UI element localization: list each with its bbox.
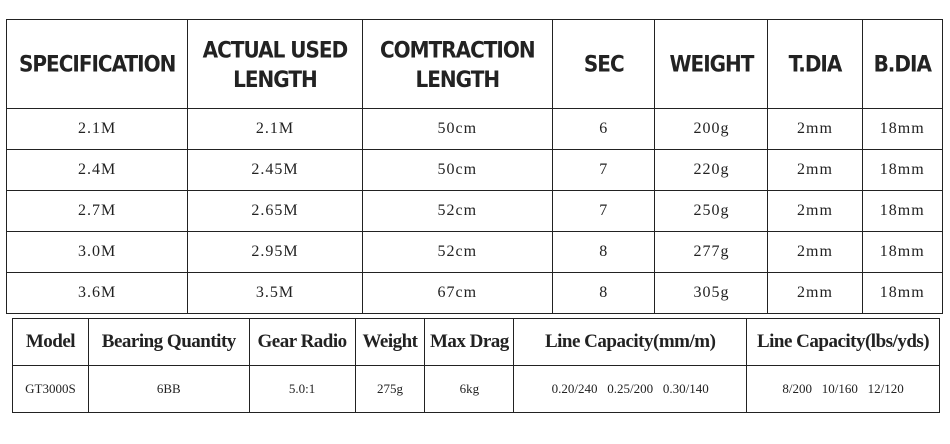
cell: 8	[552, 272, 656, 314]
header-cell: COMTRACTION LENGTH	[361, 14, 554, 114]
cell: 50cm	[361, 108, 554, 150]
cell: 2.4M	[5, 149, 189, 191]
cell: 18mm	[861, 272, 943, 314]
cell: 277g	[654, 231, 769, 273]
cell: 6	[552, 108, 656, 150]
cell: 67cm	[361, 272, 554, 314]
header-cell: Line Capacity(mm/m)	[513, 318, 748, 366]
cell: 275g	[354, 365, 426, 413]
cell: 2.1M	[187, 108, 363, 150]
header-cell: Gear Radio	[248, 318, 356, 366]
header-cell: Model	[12, 318, 89, 366]
cell: 2mm	[767, 272, 863, 314]
spec-table: SPECIFICATION ACTUAL USED LENGTH COMTRACTI…	[5, 14, 943, 314]
row: GT3000S 6BB 5.0:1 275g 6kg 0.20/240 0.25/200 …	[12, 365, 940, 413]
cell: 18mm	[861, 231, 943, 273]
cell: GT3000S	[12, 365, 89, 413]
cell: 3.6M	[5, 272, 189, 314]
row: 3.0M 2.95M 52cm 8 277g 2mm 18mm	[5, 231, 943, 273]
cell: 7	[552, 149, 656, 191]
header-cell: SPECIFICATION	[5, 14, 189, 114]
cell: 2.45M	[187, 149, 363, 191]
cell: 18mm	[861, 149, 943, 191]
cell: 18mm	[861, 190, 943, 232]
header-cell: Max Drag	[424, 318, 515, 366]
row: 3.6M 3.5M 67cm 8 305g 2mm 18mm	[5, 272, 943, 314]
cell: 220g	[654, 149, 769, 191]
header-cell: T.DIA	[767, 14, 863, 114]
cell: 8/200 10/160 12/120	[746, 365, 940, 413]
cell: 200g	[654, 108, 769, 150]
cell: 2.1M	[5, 108, 189, 150]
row: 2.4M 2.45M 50cm 7 220g 2mm 18mm	[5, 149, 943, 191]
cell: 5.0:1	[248, 365, 356, 413]
cell: 2.7M	[5, 190, 189, 232]
cell: 6BB	[87, 365, 250, 413]
cell: 2mm	[767, 149, 863, 191]
cell: 3.5M	[187, 272, 363, 314]
cell: 305g	[654, 272, 769, 314]
cell: 250g	[654, 190, 769, 232]
cell: 6kg	[424, 365, 515, 413]
cell: 2mm	[767, 231, 863, 273]
header-cell: Bearing Quantity	[87, 318, 250, 366]
header-row: Model Bearing Quantity Gear Radio Weight Max…	[12, 318, 940, 366]
cell: 52cm	[361, 190, 554, 232]
header-row: SPECIFICATION ACTUAL USED LENGTH COMTRACTI…	[5, 14, 943, 114]
cell: 18mm	[861, 108, 943, 150]
reel-table: Model Bearing Quantity Gear Radio Weight Max…	[12, 318, 940, 413]
cell: 2mm	[767, 108, 863, 150]
cell: 2mm	[767, 190, 863, 232]
header-cell: WEIGHT	[654, 14, 769, 114]
header-cell: SEC	[552, 14, 656, 114]
header-cell: B.DIA	[861, 14, 943, 114]
header-cell: Weight	[354, 318, 426, 366]
cell: 7	[552, 190, 656, 232]
header-cell: Line Capacity(lbs/yds)	[746, 318, 940, 366]
cell: 2.65M	[187, 190, 363, 232]
header-cell: ACTUAL USED LENGTH	[187, 14, 363, 114]
cell: 50cm	[361, 149, 554, 191]
cell: 0.20/240 0.25/200 0.30/140	[513, 365, 748, 413]
row: 2.1M 2.1M 50cm 6 200g 2mm 18mm	[5, 108, 943, 150]
row: 2.7M 2.65M 52cm 7 250g 2mm 18mm	[5, 190, 943, 232]
cell: 3.0M	[5, 231, 189, 273]
cell: 52cm	[361, 231, 554, 273]
cell: 2.95M	[187, 231, 363, 273]
cell: 8	[552, 231, 656, 273]
